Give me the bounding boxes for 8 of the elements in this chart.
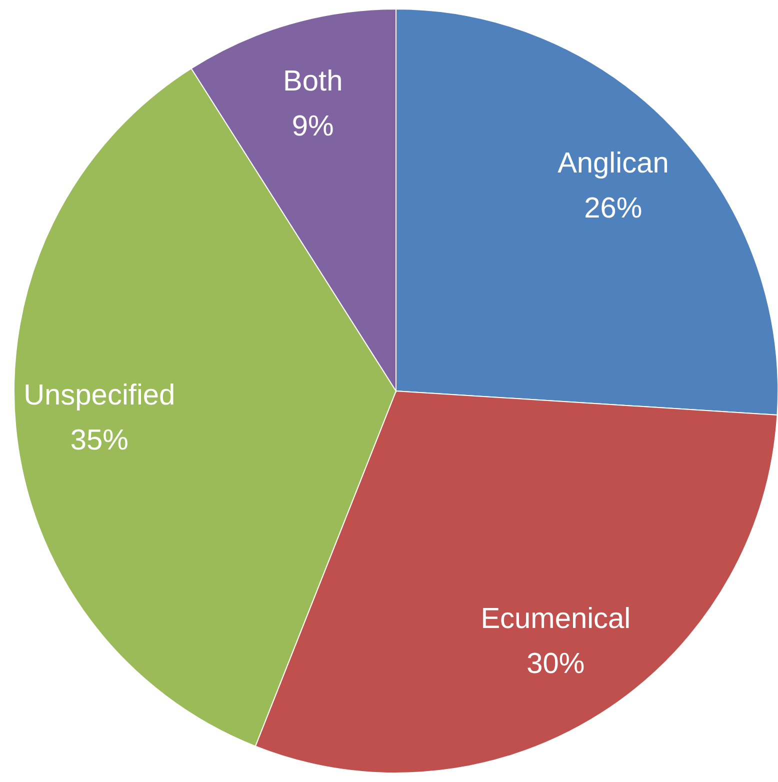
slice-label: Anglican (558, 147, 669, 180)
data-label: 30% (526, 648, 585, 680)
data-label: 9% (292, 110, 334, 142)
slice-label: Both (283, 65, 343, 98)
data-label: 35% (70, 424, 128, 456)
slice-label: Ecumenical (480, 602, 631, 635)
data-label: 26% (584, 192, 642, 224)
slice-label: Unspecified (24, 379, 176, 412)
